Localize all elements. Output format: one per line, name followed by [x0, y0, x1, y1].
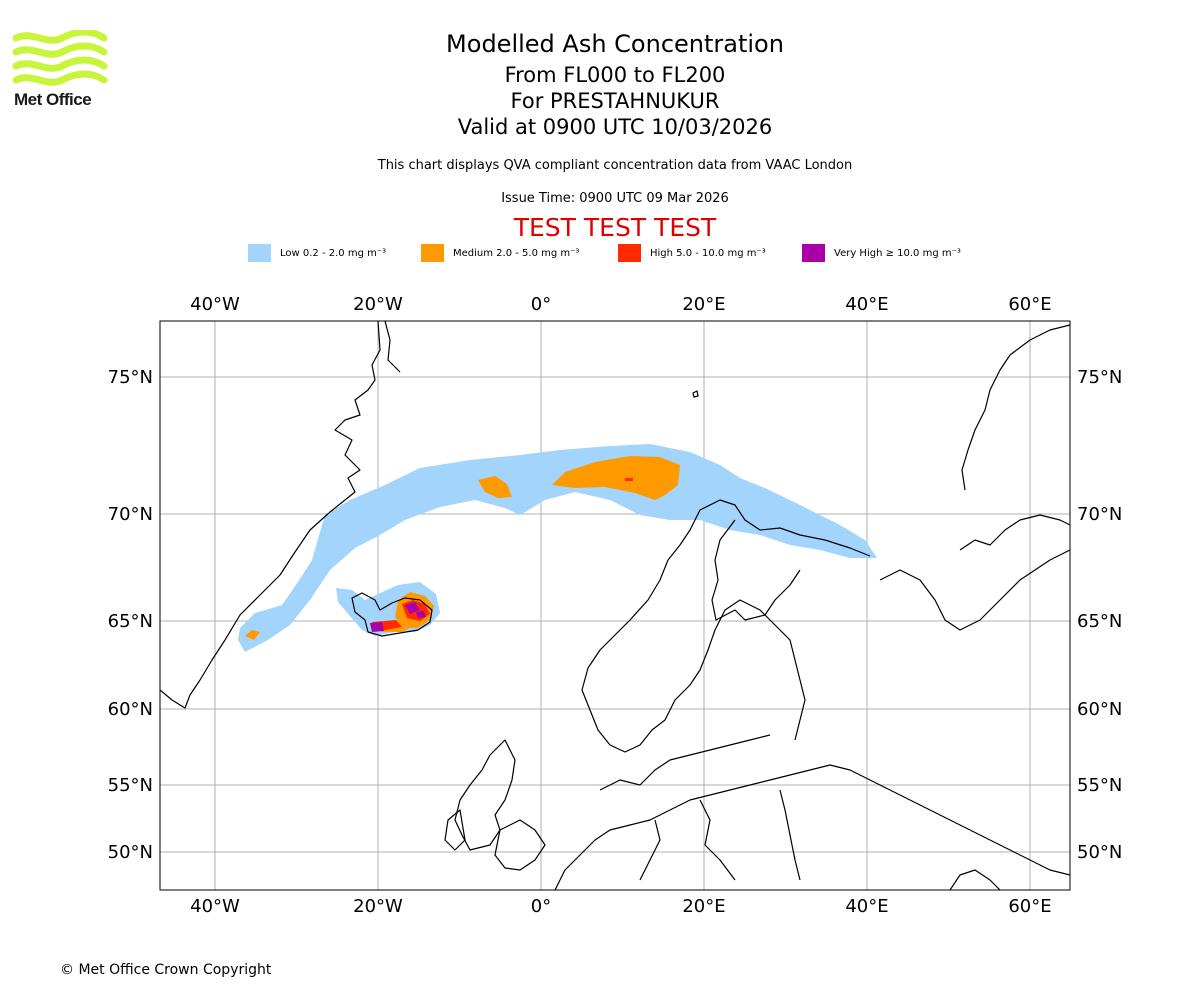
lat-tick-right-60n: 60°N	[1077, 699, 1122, 720]
lat-tick-left-70n: 70°N	[108, 504, 153, 525]
lat-tick-right-50n: 50°N	[1077, 842, 1122, 863]
legend-item-very-high: Very High ≥ 10.0 mg m⁻³	[802, 244, 961, 262]
lon-tick-bottom-40e: 40°E	[845, 896, 888, 917]
lon-tick-bottom-60e: 60°E	[1008, 896, 1051, 917]
qva-note: This chart displays QVA compliant concen…	[377, 158, 853, 173]
lon-ticks-top: 40°W 20°W 0° 20°E 40°E 60°E	[190, 294, 1051, 315]
ash-medium-area	[245, 456, 680, 640]
lon-tick-top-20e: 20°E	[682, 294, 725, 315]
legend-swatch-medium	[421, 244, 444, 262]
legend-label-high: High 5.0 - 10.0 mg m⁻³	[650, 247, 766, 259]
legend-swatch-high	[618, 244, 641, 262]
coastlines	[160, 321, 1070, 890]
lat-tick-right-65n: 65°N	[1077, 611, 1122, 632]
legend-label-medium: Medium 2.0 - 5.0 mg m⁻³	[453, 247, 580, 259]
test-banner: TEST TEST TEST	[513, 213, 717, 242]
legend-label-low: Low 0.2 - 2.0 mg m⁻³	[280, 247, 387, 259]
lat-ticks-left: 75°N 70°N 65°N 60°N 55°N 50°N	[108, 367, 153, 863]
legend-swatch-very-high	[802, 244, 825, 262]
lat-ticks-right: 75°N 70°N 65°N 60°N 55°N 50°N	[1077, 367, 1122, 863]
chart-title: Modelled Ash Concentration	[446, 30, 784, 58]
lat-tick-left-55n: 55°N	[108, 775, 153, 796]
flight-levels: From FL000 to FL200	[504, 63, 726, 87]
legend-label-very-high: Very High ≥ 10.0 mg m⁻³	[834, 247, 961, 259]
issue-time: Issue Time: 0900 UTC 09 Mar 2026	[501, 191, 729, 206]
lon-tick-top-60e: 60°E	[1008, 294, 1051, 315]
lat-tick-left-65n: 65°N	[108, 611, 153, 632]
lat-tick-right-55n: 55°N	[1077, 775, 1122, 796]
logo-text: Met Office	[14, 90, 92, 109]
lat-tick-right-75n: 75°N	[1077, 367, 1122, 388]
legend-item-high: High 5.0 - 10.0 mg m⁻³	[618, 244, 766, 262]
lon-tick-bottom-0: 0°	[531, 896, 551, 917]
map-frame	[159, 320, 1071, 891]
lon-tick-bottom-40w: 40°W	[190, 896, 240, 917]
valid-time: Valid at 0900 UTC 10/03/2026	[457, 115, 773, 139]
lon-tick-bottom-20e: 20°E	[682, 896, 725, 917]
lon-tick-bottom-20w: 20°W	[353, 896, 403, 917]
lat-tick-left-60n: 60°N	[108, 699, 153, 720]
volcano-name: For PRESTAHNUKUR	[510, 89, 720, 113]
met-office-logo-icon	[12, 30, 108, 86]
lat-tick-right-70n: 70°N	[1077, 504, 1122, 525]
ash-very-high-area	[370, 602, 426, 632]
legend-item-low: Low 0.2 - 2.0 mg m⁻³	[248, 244, 386, 262]
lon-tick-top-0: 0°	[531, 294, 551, 315]
lon-tick-top-40w: 40°W	[190, 294, 240, 315]
lon-ticks-bottom: 40°W 20°W 0° 20°E 40°E 60°E	[190, 896, 1051, 917]
lon-tick-top-20w: 20°W	[353, 294, 403, 315]
lon-tick-top-40e: 40°E	[845, 294, 888, 315]
copyright: © Met Office Crown Copyright	[60, 962, 272, 978]
lat-tick-left-75n: 75°N	[108, 367, 153, 388]
legend-swatch-low	[248, 244, 271, 262]
legend-item-medium: Medium 2.0 - 5.0 mg m⁻³	[421, 244, 579, 262]
lat-tick-left-50n: 50°N	[108, 842, 153, 863]
